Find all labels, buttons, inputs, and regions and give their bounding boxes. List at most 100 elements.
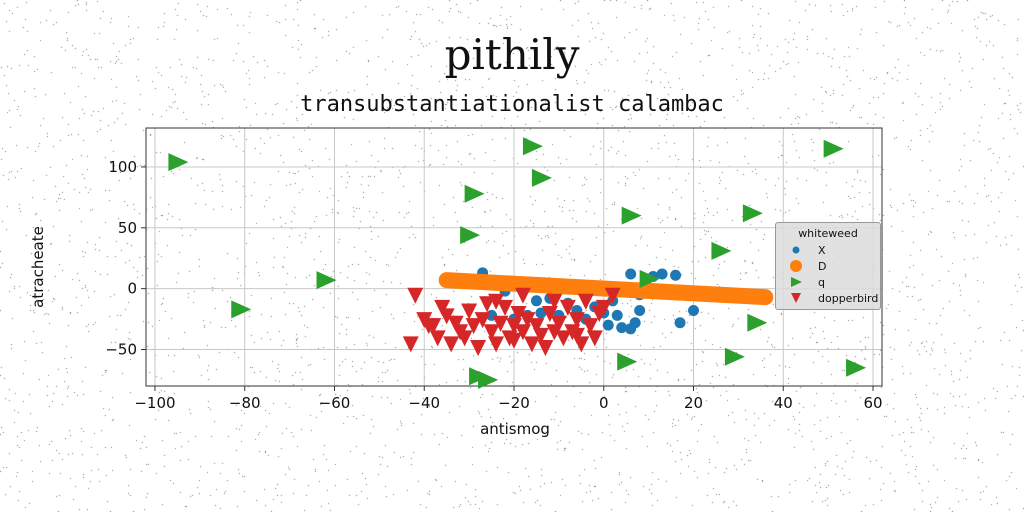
point-dopperbird <box>514 287 531 304</box>
point-dopperbird <box>559 299 576 316</box>
point-q <box>168 153 189 172</box>
point-dopperbird <box>420 318 437 335</box>
point-dopperbird <box>429 330 446 347</box>
point-dopperbird <box>470 340 487 357</box>
point-dopperbird <box>532 327 549 344</box>
point-q <box>747 313 768 332</box>
point-q <box>464 184 485 203</box>
legend-item-x: X <box>784 243 880 259</box>
point-dopperbird <box>568 327 585 344</box>
y-tick-label: 50 <box>118 219 137 237</box>
x-tick-label: −60 <box>319 394 351 412</box>
point-q <box>621 206 642 225</box>
point-q <box>522 137 543 156</box>
point-q <box>617 352 638 371</box>
legend-label-d: D <box>818 260 827 273</box>
point-dopperbird <box>555 330 572 347</box>
tick-labels: −100 −80 −60 −40 −20 0 20 40 60 100 50 0 −50 <box>105 158 882 412</box>
point-dopperbird <box>488 293 505 310</box>
point-dopperbird <box>523 336 540 353</box>
point-dopperbird <box>474 312 491 329</box>
point-q <box>711 241 732 260</box>
point-dopperbird <box>537 340 554 357</box>
point-dopperbird <box>443 336 460 353</box>
point-dopperbird <box>586 330 603 347</box>
point-x <box>688 305 700 317</box>
x-tick-label: 60 <box>863 394 882 412</box>
point-q <box>846 358 867 377</box>
x-axis-label: antismog <box>480 420 550 438</box>
point-dopperbird <box>492 315 509 332</box>
large-circle-marker-icon <box>790 260 802 272</box>
point-dopperbird <box>568 312 585 329</box>
point-dopperbird <box>456 330 473 347</box>
legend-label-dopperbird: dopperbird <box>818 292 879 305</box>
point-dopperbird <box>577 293 594 310</box>
legend-item-d: D <box>784 259 880 275</box>
point-dopperbird <box>488 336 505 353</box>
point-x <box>535 307 547 319</box>
x-tick-label: −100 <box>134 394 175 412</box>
point-dopperbird <box>461 303 478 320</box>
figure-suptitle: pithily <box>444 30 580 79</box>
point-dopperbird <box>483 324 500 341</box>
point-dopperbird <box>550 315 567 332</box>
point-q <box>823 139 844 158</box>
legend: whiteweed X D q dopperbird <box>775 222 881 310</box>
point-dopperbird <box>447 315 464 332</box>
point-x <box>629 317 641 329</box>
y-tick-label: −50 <box>105 340 137 358</box>
x-tick-label: 20 <box>684 394 703 412</box>
circle-marker-icon <box>792 246 800 254</box>
legend-item-q: q <box>784 275 880 291</box>
point-q <box>316 271 337 290</box>
point-dopperbird <box>438 308 455 325</box>
point-dopperbird <box>506 318 522 335</box>
point-x <box>530 295 542 307</box>
x-tick-label: 0 <box>599 394 609 412</box>
point-dopperbird <box>546 293 563 310</box>
point-q <box>639 269 660 288</box>
point-dopperbird <box>402 336 419 353</box>
point-x <box>625 268 637 280</box>
point-q <box>531 168 552 187</box>
x-tick-label: −40 <box>408 394 440 412</box>
legend-label-q: q <box>818 276 825 289</box>
point-q <box>724 347 745 366</box>
point-dopperbird <box>582 318 599 335</box>
point-x <box>634 305 646 317</box>
point-q <box>478 370 499 389</box>
point-dopperbird <box>510 305 527 322</box>
y-tick-label: 100 <box>108 158 137 176</box>
point-q <box>231 300 252 319</box>
point-dopperbird <box>497 299 514 316</box>
point-dopperbird <box>514 324 531 341</box>
legend-item-dopperbird: dopperbird <box>784 291 880 307</box>
x-tick-label: −20 <box>498 394 530 412</box>
point-x <box>611 309 623 321</box>
triangle-right-marker-icon <box>791 277 802 287</box>
point-dopperbird <box>541 305 558 322</box>
chart-title: transubstantiationalist calambac <box>300 92 724 117</box>
point-dopperbird <box>434 299 451 316</box>
point-dopperbird <box>595 299 612 316</box>
point-x <box>616 322 628 334</box>
x-tick-label: 40 <box>774 394 793 412</box>
point-dopperbird <box>506 332 522 349</box>
point-x <box>670 269 682 281</box>
point-q <box>742 204 763 223</box>
point-dopperbird <box>528 318 545 335</box>
data-points <box>168 137 867 389</box>
point-dopperbird <box>465 318 482 335</box>
point-dopperbird <box>519 312 536 329</box>
point-x <box>602 319 614 331</box>
point-q <box>460 226 481 245</box>
y-tick-label: 0 <box>127 280 137 298</box>
point-x <box>656 268 668 280</box>
x-tick-label: −80 <box>229 394 261 412</box>
legend-label-x: X <box>818 244 826 257</box>
point-x <box>674 317 686 329</box>
y-axis-label: atracheate <box>29 226 47 308</box>
point-dopperbird <box>479 296 496 313</box>
